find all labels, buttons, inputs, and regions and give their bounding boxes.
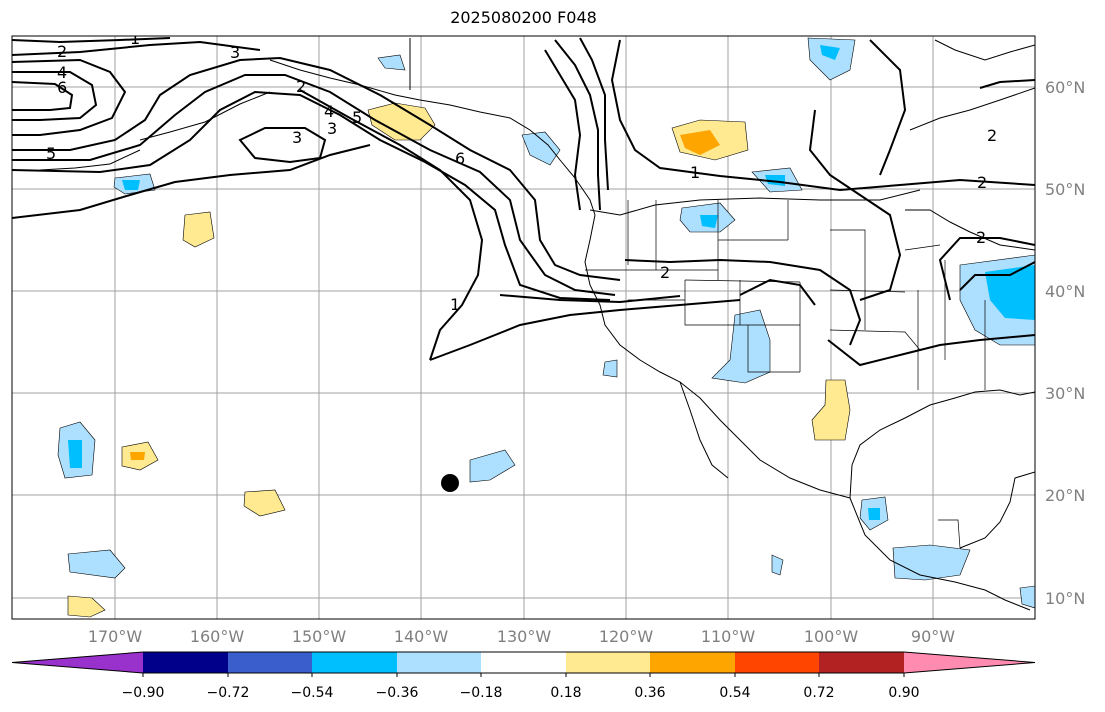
contour-label: 2 (976, 228, 986, 247)
contour-label: 4 (324, 102, 334, 121)
colorbar-segment (481, 652, 566, 673)
contour-label: 1 (450, 295, 460, 314)
map-frame (11, 35, 1036, 620)
lat-label: 20°N (1045, 486, 1085, 505)
contour-label: 6 (455, 149, 465, 168)
colorbar-tick-label: −0.54 (291, 685, 334, 701)
contour-lines (12, 37, 1035, 367)
contour-label: 2 (977, 173, 987, 192)
colorbar-tick-label: −0.72 (207, 685, 250, 701)
contour-label: 5 (352, 108, 362, 127)
colorbar-tick-label: −0.18 (460, 685, 503, 701)
map-title: 2025080200 F048 (450, 8, 597, 27)
lat-label: 60°N (1045, 78, 1085, 97)
colorbar-segment (397, 652, 481, 673)
colorbar-segment (312, 652, 397, 673)
lon-label: 90°W (911, 627, 955, 646)
colorbar-segment (143, 652, 228, 673)
contour-label: 2 (987, 126, 997, 145)
contour-label: 6 (57, 78, 67, 97)
latitude-labels: 60°N 50°N 40°N 30°N 20°N 10°N (1045, 78, 1085, 608)
contour-label: 3 (292, 128, 302, 147)
colorbar-tick-label: −0.36 (376, 685, 419, 701)
colorbar-segment (819, 652, 904, 673)
contour-label: 1 (130, 29, 140, 48)
lat-label: 40°N (1045, 282, 1085, 301)
contour-label-group: 1 2 3 4 6 5 2 3 3 4 5 6 1 2 1 2 2 2 (46, 29, 997, 314)
colorbar-segment (650, 652, 735, 673)
colorbar-tick-label: 0.90 (888, 685, 919, 701)
contour-label: 2 (57, 42, 67, 61)
lat-label: 10°N (1045, 589, 1085, 608)
colorbar-tick-label: 0.36 (634, 685, 665, 701)
lat-label: 30°N (1045, 384, 1085, 403)
lon-label: 170°W (88, 627, 143, 646)
colorbar-tick-label: 0.54 (719, 685, 750, 701)
lon-label: 150°W (292, 627, 347, 646)
lat-label: 50°N (1045, 180, 1085, 199)
lon-label: 120°W (599, 627, 654, 646)
lon-label: 160°W (190, 627, 245, 646)
lon-label: 100°W (804, 627, 859, 646)
contour-label: 3 (327, 119, 337, 138)
colorbar-segment (735, 652, 819, 673)
colorbar-tick-label: 0.72 (803, 685, 834, 701)
political-borders (585, 200, 986, 549)
longitude-labels: 170°W 160°W 150°W 140°W 130°W 120°W 110°… (88, 627, 955, 646)
coastlines (39, 38, 1035, 611)
storm-center-marker (441, 474, 459, 492)
colorbar-segment (904, 652, 1035, 673)
contour-label: 1 (690, 163, 700, 182)
colorbar-segment (566, 652, 650, 673)
lon-label: 140°W (394, 627, 449, 646)
colorbar-tick-label: 0.18 (550, 685, 581, 701)
contour-label: 5 (46, 144, 56, 163)
colorbar-tick-label: −0.90 (122, 685, 165, 701)
contour-label: 3 (230, 43, 240, 62)
contour-label: 2 (296, 77, 306, 96)
lon-label: 110°W (701, 627, 756, 646)
colorbar-tick-labels: −0.90 −0.72 −0.54 −0.36 −0.18 0.18 0.36 … (122, 685, 920, 701)
colorbar-segment (228, 652, 312, 673)
contour-label: 4 (57, 63, 67, 82)
lon-label: 130°W (497, 627, 552, 646)
colorbar (11, 651, 1036, 677)
colorbar-segment (12, 652, 143, 673)
contour-label: 2 (660, 263, 670, 282)
anomaly-shading (57, 37, 1035, 618)
